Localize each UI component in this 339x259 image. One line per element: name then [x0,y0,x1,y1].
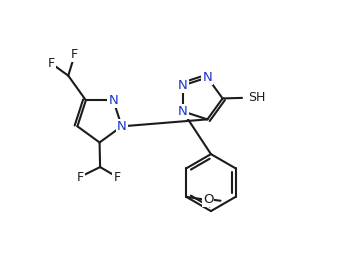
Text: N: N [178,79,188,92]
Text: SH: SH [248,91,265,104]
Text: N: N [178,105,188,118]
Text: N: N [108,94,118,107]
Text: F: F [77,171,84,184]
Text: F: F [113,171,120,184]
Text: N: N [202,71,212,84]
Text: F: F [71,48,78,61]
Text: F: F [47,57,55,70]
Text: O: O [203,193,213,206]
Text: N: N [117,120,126,133]
